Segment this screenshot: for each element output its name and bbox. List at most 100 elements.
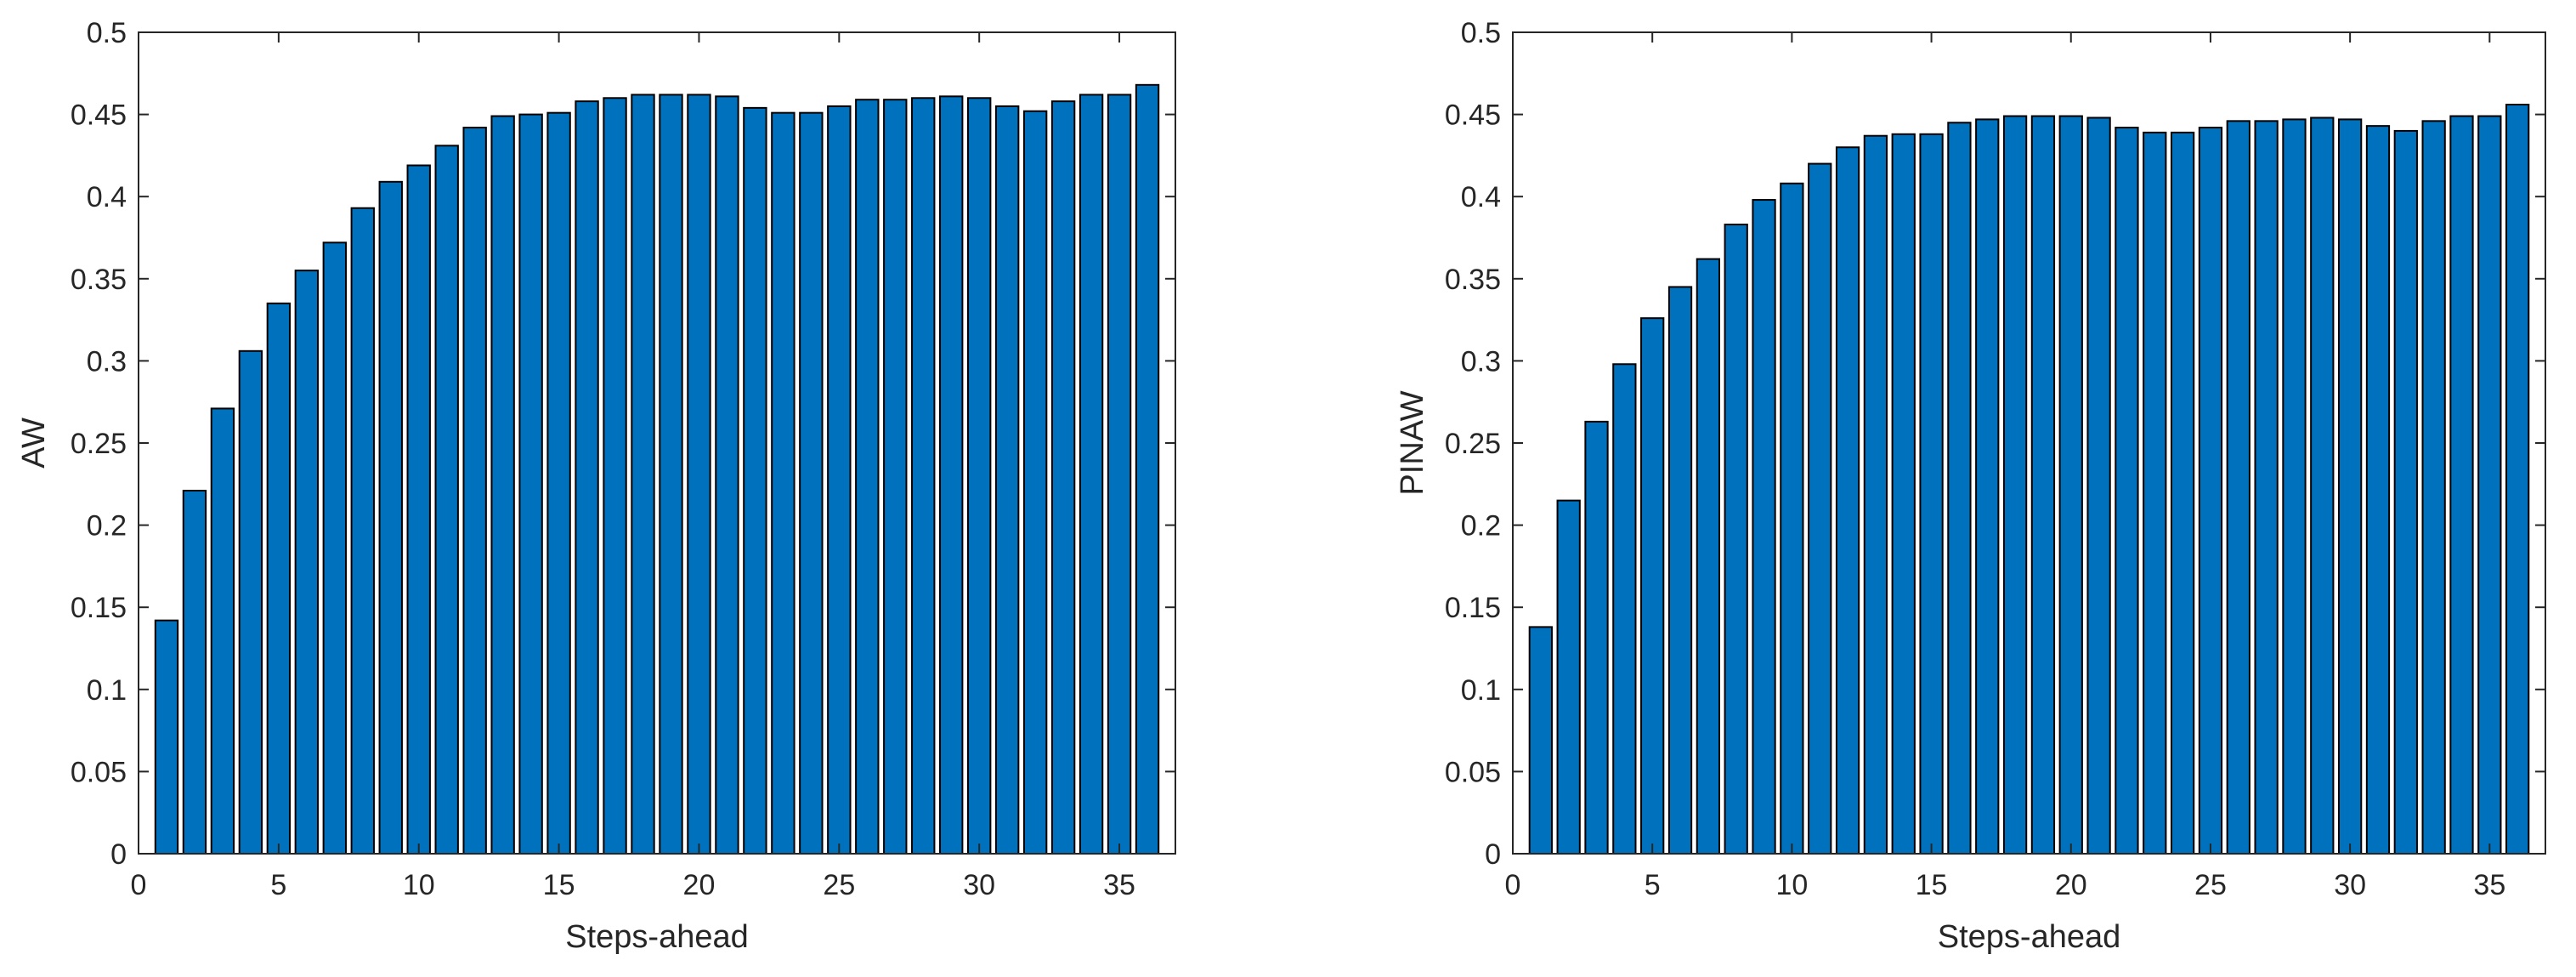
bar [2058,115,2083,855]
bar [2393,129,2418,855]
bar [1891,133,1916,855]
bar [827,105,852,855]
bar [603,97,627,855]
bar [855,99,880,855]
bar [1808,162,1832,855]
bar [2421,120,2446,855]
x-tick-label: 15 [543,869,575,901]
y-tick-label: 0.5 [87,17,127,49]
bar [1556,499,1581,855]
bar [1835,146,1860,855]
bar [2365,125,2391,855]
y-tick-label: 0.3 [1461,345,1501,378]
x-tick-label: 10 [1775,869,1808,901]
x-tick-label: 35 [2473,869,2505,901]
y-tick-label: 0.1 [87,674,127,707]
y-tick-label: 0 [1485,838,1501,871]
bar [2143,131,2167,855]
y-tick-label: 0.15 [1445,592,1501,624]
bar [210,407,235,855]
pinaw-bar-chart: 0 0.05 0.1 0.15 0.2 0.25 0.3 0.35 0.4 0.45 0.5 0 5 10… [1395,17,2546,955]
y-tick-label: 0.5 [1461,17,1501,49]
bar [1135,83,1160,855]
bar [1724,224,1748,855]
bar [546,111,571,855]
bar [575,100,599,855]
y-tick-label: 0.05 [71,756,127,788]
bar [1780,182,1804,855]
bar [2002,115,2028,855]
bar [2477,115,2502,855]
bar [771,111,795,855]
bar [2449,115,2474,855]
bar [518,113,543,855]
y-tick-label: 0.05 [1445,756,1501,788]
y-tick-label: 0.45 [71,99,127,132]
bar [1863,134,1888,855]
bar [715,95,739,855]
bar [350,207,375,855]
bar [1050,100,1076,855]
x-tick-label: 30 [2334,869,2366,901]
bar [2086,116,2111,855]
y-axis-label: AW [16,417,52,469]
bar [378,180,403,855]
x-tick-label: 15 [1916,869,1948,901]
x-tick-label: 35 [1103,869,1135,901]
bar [266,302,292,855]
y-tick-label: 0 [110,838,127,871]
bar [462,127,487,855]
bar [911,97,936,855]
bar [2282,118,2307,855]
y-tick-label: 0.35 [1445,264,1501,296]
y-axis-label: PINAW [1395,390,1430,495]
bar [994,105,1020,855]
bar [2254,120,2279,855]
x-tick-label: 20 [2055,869,2087,901]
bars [154,83,1160,855]
bar [2505,104,2530,855]
bar [799,111,824,855]
bar [2310,116,2335,855]
bar [294,270,320,855]
bar [1667,286,1693,855]
bar [154,619,179,855]
bar [2338,118,2363,855]
bar [490,115,515,855]
x-axis-label: Steps-ahead [565,919,749,955]
x-tick-label: 5 [270,869,286,901]
y-tick-label: 0.25 [71,428,127,460]
x-tick-label: 0 [131,869,147,901]
bar [1528,626,1553,855]
bar [1947,122,1972,855]
y-tick-label: 0.35 [71,264,127,296]
x-tick-label: 20 [683,869,716,901]
y-tick-label: 0.1 [1461,674,1501,707]
bar [1919,133,1944,855]
aw-bar-chart: 0 0.05 0.1 0.15 0.2 0.25 0.3 0.35 0.4 0.45 0.5 0 5 10… [16,17,1176,955]
bar [1696,258,1721,855]
bar [967,97,992,855]
y-tick-label: 0.3 [87,345,127,378]
bar [2170,131,2195,855]
bar [1584,420,1609,855]
bar [1107,94,1132,855]
bar [406,164,431,855]
bar [883,99,908,855]
bars [1528,104,2530,855]
bar [1640,317,1665,855]
bar [631,94,655,855]
bar [1079,94,1104,855]
x-tick-label: 10 [403,869,435,901]
y-tick-label: 0.4 [87,181,127,213]
bar [434,145,459,855]
bar [1612,363,1637,855]
y-tick-label: 0.15 [71,592,127,624]
bar [322,241,347,855]
bar [2115,127,2139,855]
x-tick-label: 30 [963,869,995,901]
bar [182,490,207,855]
bar [1975,118,2000,855]
bar [939,95,964,855]
